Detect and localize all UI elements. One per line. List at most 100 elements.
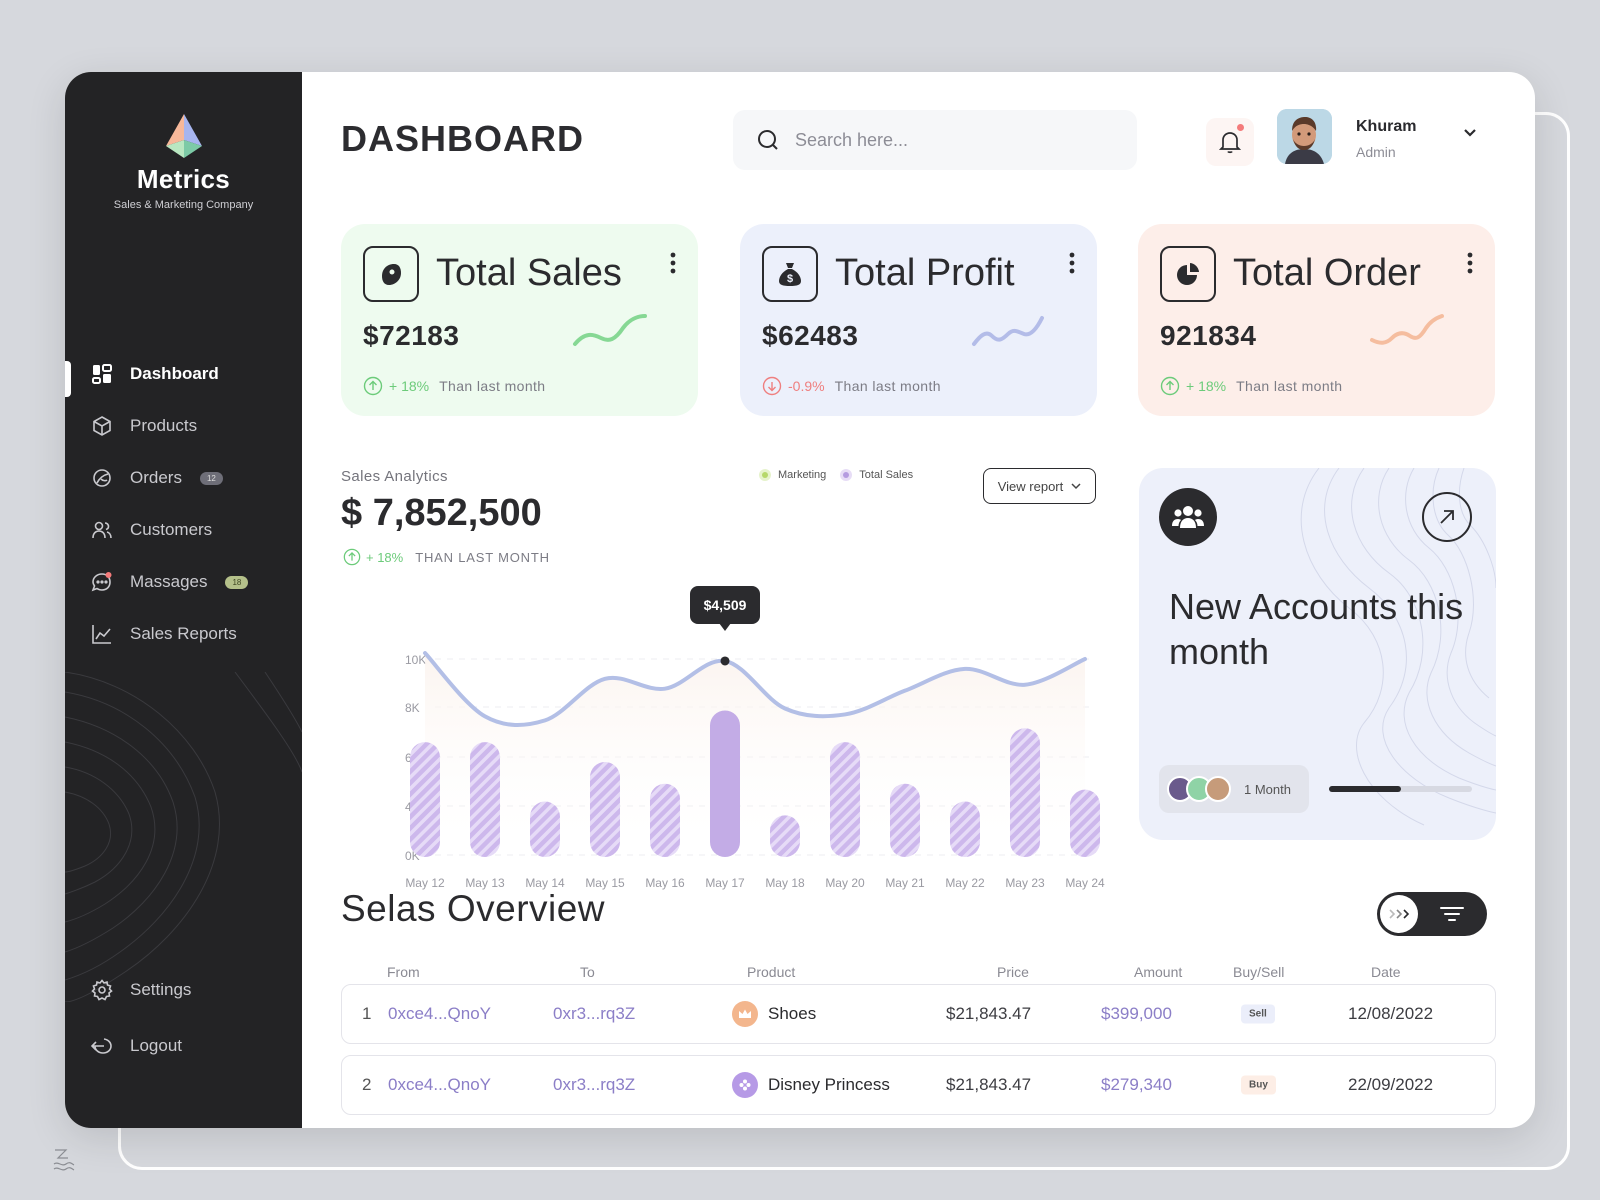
nav-label-sales-reports: Sales Reports (130, 624, 237, 643)
row-from[interactable]: 0xce4...QnoY (388, 1004, 492, 1023)
x-tick-label: May 13 (465, 876, 505, 890)
stat-card-total-sales[interactable]: Total Sales $72183 + 18% Than last month (341, 224, 698, 416)
accounts-progress-fill (1329, 786, 1401, 792)
x-tick-label: May 23 (1005, 876, 1045, 890)
stat-card-total-profit[interactable]: $ Total Profit $62483 -0.9% Than last mo… (740, 224, 1097, 416)
row-number: 2 (362, 1075, 372, 1094)
search-bar[interactable] (733, 110, 1137, 170)
legend-item-marketing[interactable]: Marketing (759, 469, 826, 481)
table-header: From To Product Price Amount Buy/Sell Da… (341, 964, 1496, 988)
row-date: 12/08/2022 (1348, 1004, 1434, 1023)
analytics-trend: + 18% THAN LAST MONTH (343, 548, 550, 566)
user-avatar[interactable] (1277, 109, 1332, 164)
chevron-down-icon[interactable] (1463, 128, 1477, 138)
double-chevron-right-icon (1389, 909, 1410, 919)
analytics-title: Sales Analytics (341, 468, 448, 485)
stat-comparison: Than last month (834, 378, 941, 394)
row-to[interactable]: 0xr3...rq3Z (553, 1075, 636, 1094)
box-icon (91, 415, 113, 437)
more-options-icon[interactable] (670, 252, 676, 274)
row-product: Disney Princess (732, 1072, 890, 1098)
nav-item-logout[interactable]: Logout (65, 1018, 302, 1074)
y-tick-label: 10K (405, 653, 426, 667)
search-input[interactable] (795, 129, 1095, 151)
toggle-knob[interactable] (1380, 895, 1418, 933)
filter-icon[interactable] (1439, 905, 1465, 923)
logout-icon (91, 1035, 113, 1057)
view-report-label: View report (997, 478, 1064, 494)
x-tick-label: May 24 (1065, 876, 1105, 890)
column-header-amount[interactable]: Amount (1134, 964, 1183, 980)
x-tick-label: May 12 (405, 876, 445, 890)
row-to[interactable]: 0xr3...rq3Z (553, 1004, 636, 1023)
chart-bar (1070, 789, 1100, 857)
stat-title: Total Sales (436, 252, 622, 294)
notification-button[interactable] (1206, 118, 1254, 166)
column-header-product[interactable]: Product (747, 964, 796, 980)
stat-card-total-order[interactable]: Total Order 921834 + 18% Than last month (1138, 224, 1495, 416)
nav-item-sales-reports[interactable]: Sales Reports (65, 608, 302, 660)
arrow-up-right-icon (1440, 510, 1454, 524)
stat-trend: + 18% Than last month (363, 376, 545, 396)
accounts-progress-bar (1329, 786, 1472, 792)
brand-name: Metrics (136, 164, 231, 194)
nav-item-messages[interactable]: Massages 18 (65, 556, 302, 608)
column-header-price[interactable]: Price (997, 964, 1029, 980)
chart-bar (710, 710, 740, 857)
new-accounts-card[interactable]: New Accounts this month 1 Month (1139, 468, 1496, 840)
nav-item-customers[interactable]: Customers (65, 504, 302, 556)
tooltip-box (690, 585, 760, 624)
row-price: $21,843.47 (946, 1004, 1032, 1023)
row-product-name: Shoes (768, 1004, 817, 1023)
team-icon (1159, 488, 1217, 546)
dashboard-icon (91, 363, 113, 385)
nav-label-orders: Orders (130, 468, 182, 487)
pie-chart-icon (1160, 246, 1216, 302)
row-date: 22/09/2022 (1348, 1075, 1434, 1094)
nav-item-dashboard[interactable]: Dashboard (65, 348, 302, 400)
stat-title: Total Profit (835, 252, 1015, 294)
arrow-up-circle-icon (363, 376, 383, 396)
nav-item-orders[interactable]: Orders 12 (65, 452, 302, 504)
nav-item-products[interactable]: Products (65, 400, 302, 452)
column-header-to[interactable]: To (580, 964, 595, 980)
users-icon (91, 519, 113, 541)
chart-legend: Marketing Total Sales (759, 469, 927, 481)
row-number: 1 (362, 1004, 372, 1023)
tooltip-pointer (719, 622, 731, 631)
topographic-pattern (65, 672, 302, 1002)
more-options-icon[interactable] (1069, 252, 1075, 274)
view-toggle[interactable] (1377, 892, 1487, 936)
orders-badge: 12 (199, 471, 223, 485)
x-tick-label: May 18 (765, 876, 805, 890)
row-product: Shoes (732, 1001, 816, 1027)
row-from[interactable]: 0xce4...QnoY (388, 1075, 492, 1094)
more-options-icon[interactable] (1467, 252, 1473, 274)
nav-item-settings[interactable]: Settings (65, 962, 302, 1018)
chevron-down-icon (1071, 482, 1081, 489)
watermark-icon (53, 1149, 75, 1171)
open-accounts-button[interactable] (1422, 492, 1472, 542)
table-row[interactable]: 1 0xce4...QnoY 0xr3...rq3Z Shoes $21,843… (341, 984, 1496, 1044)
column-header-buy-sell[interactable]: Buy/Sell (1233, 964, 1285, 980)
column-header-from[interactable]: From (387, 964, 420, 980)
crown-icon (732, 1001, 758, 1027)
user-role: Admin (1356, 144, 1396, 160)
sidebar: Metrics Sales & Marketing Company Dashbo… (65, 72, 302, 1128)
svg-text:$: $ (787, 273, 793, 285)
sparkline-icon (972, 316, 1044, 346)
accounts-period-pill[interactable]: 1 Month (1159, 765, 1309, 813)
table-row[interactable]: 2 0xce4...QnoY 0xr3...rq3Z Disney Prince… (341, 1055, 1496, 1115)
legend-item-total-sales[interactable]: Total Sales (840, 469, 913, 481)
y-tick-label: 8K (405, 701, 420, 715)
chart-bar (890, 783, 920, 857)
column-header-date[interactable]: Date (1371, 964, 1401, 980)
stat-percent: + 18% (389, 378, 430, 394)
legend-label-marketing: Marketing (778, 469, 827, 481)
tooltip-label: $4,509 (704, 597, 747, 613)
stat-trend: -0.9% Than last month (762, 376, 941, 396)
legend-dot-marketing (759, 469, 771, 481)
chart-bar (950, 801, 980, 857)
view-report-dropdown[interactable]: View report (983, 468, 1096, 504)
